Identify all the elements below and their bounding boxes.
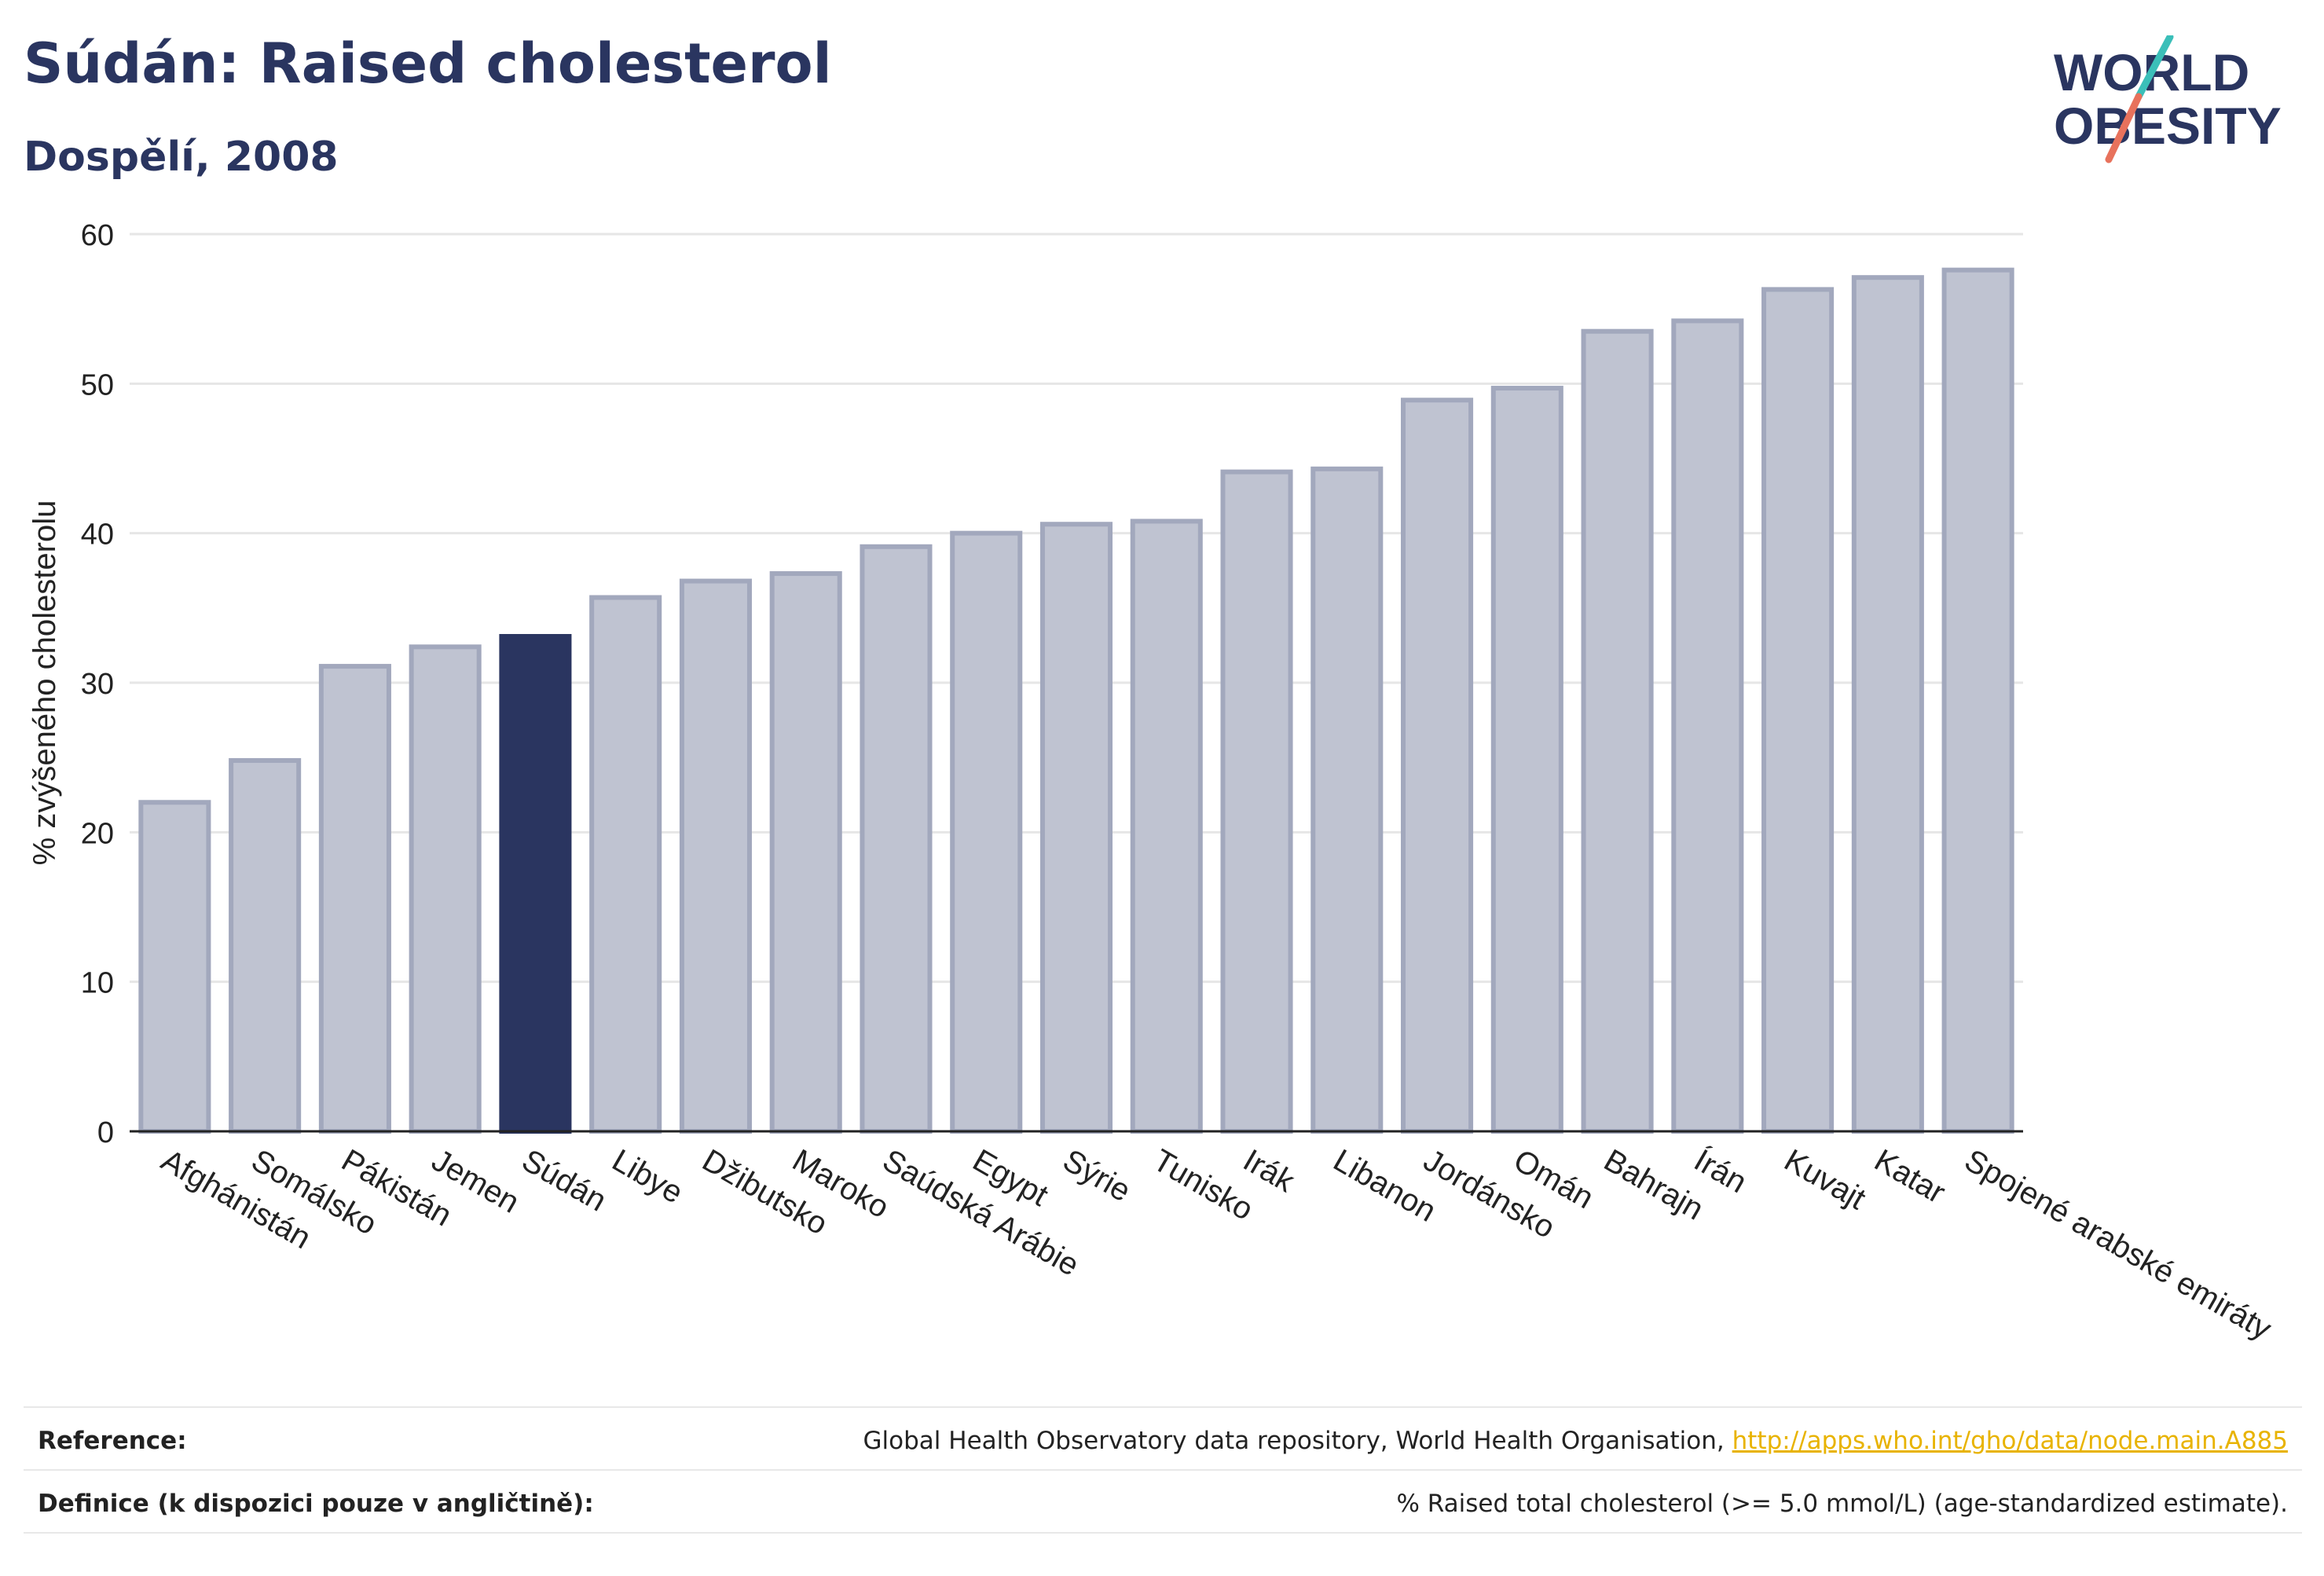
y-tick-label: 30 — [81, 668, 114, 701]
x-tick-label: Bahrajn — [1598, 1143, 1709, 1227]
x-tick-label: Tunisko — [1147, 1143, 1259, 1227]
bar-2 — [318, 664, 391, 1134]
bar-4 — [499, 633, 572, 1134]
chart-subtitle: Dospělí, 2008 — [24, 134, 339, 181]
bar-8 — [860, 544, 933, 1134]
x-tick-label: Spojené arabské emiráty — [1959, 1143, 2277, 1347]
bar-11 — [1130, 519, 1203, 1134]
y-tick-label: 10 — [81, 967, 114, 1000]
y-tick-label: 40 — [81, 519, 114, 552]
footer-divider — [24, 1532, 2302, 1534]
bar-9 — [950, 530, 1023, 1134]
chart-title: Súdán: Raised cholesterol — [24, 31, 832, 96]
x-tick-label: Súdán — [516, 1143, 612, 1219]
bar-16 — [1581, 328, 1654, 1134]
bar-5 — [589, 595, 662, 1134]
reference-value: Global Health Observatory data repositor… — [863, 1427, 2288, 1455]
reference-text: Global Health Observatory data repositor… — [863, 1427, 1732, 1455]
bar-13 — [1310, 466, 1384, 1134]
definition-row: Definice (k dispozici pouze v angličtině… — [24, 1469, 2302, 1534]
bar-18 — [1761, 287, 1835, 1134]
y-axis-label: % zvýšeného cholesterolu — [27, 500, 62, 866]
bar-0 — [138, 800, 211, 1134]
reference-label: Reference: — [38, 1427, 187, 1455]
bar-14 — [1401, 398, 1474, 1134]
bar-layer — [138, 267, 2014, 1134]
bar-10 — [1039, 522, 1113, 1134]
reference-row: Reference: Global Health Observatory dat… — [24, 1406, 2302, 1471]
x-tick-label: Libanon — [1328, 1143, 1442, 1229]
bar-19 — [1851, 275, 1924, 1134]
x-tick-label: Katar — [1868, 1143, 1951, 1211]
bar-chart: 0102030405060AfghánistánSomálskoPákistán… — [27, 219, 2277, 1347]
x-tick-label: Libye — [607, 1143, 689, 1211]
bar-7 — [769, 571, 842, 1134]
world-obesity-logo: WORLD OBESITY — [2054, 35, 2282, 163]
reference-link[interactable]: http://apps.who.int/gho/data/node.main.A… — [1732, 1427, 2288, 1455]
x-tick-label: Sýrie — [1058, 1143, 1137, 1209]
logo-slash-bottom — [2105, 93, 2143, 163]
bar-3 — [409, 644, 482, 1134]
y-tick-label: 60 — [81, 219, 114, 252]
y-tick-label: 0 — [97, 1116, 114, 1149]
y-tick-label: 20 — [81, 817, 114, 850]
bar-1 — [229, 757, 302, 1134]
bar-6 — [679, 578, 752, 1134]
bar-12 — [1220, 469, 1293, 1134]
bar-17 — [1671, 318, 1744, 1134]
y-tick-label: 50 — [81, 368, 114, 401]
bar-15 — [1490, 386, 1563, 1134]
definition-value: % Raised total cholesterol (>= 5.0 mmol/… — [1396, 1490, 2288, 1518]
x-tick-label: Kuvajt — [1779, 1143, 1871, 1217]
logo-line-2: OBESITY — [2054, 97, 2282, 155]
definition-label: Definice (k dispozici pouze v angličtině… — [38, 1490, 594, 1518]
logo-slash-top — [2135, 35, 2174, 101]
bar-20 — [1941, 267, 2014, 1134]
